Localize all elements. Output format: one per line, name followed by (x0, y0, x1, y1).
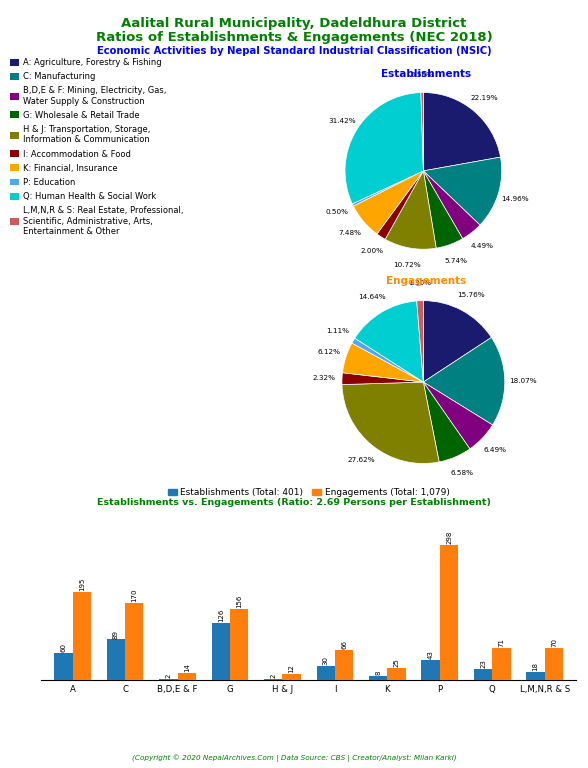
Text: 126: 126 (218, 608, 224, 622)
Text: 15.76%: 15.76% (457, 292, 485, 298)
Bar (282, 674, 301, 680)
Bar (387, 668, 406, 680)
Wedge shape (342, 382, 439, 463)
Wedge shape (423, 337, 505, 425)
Bar (230, 609, 248, 680)
Bar (264, 679, 282, 680)
Bar (159, 679, 178, 680)
Bar (422, 660, 440, 680)
Wedge shape (423, 382, 493, 449)
Wedge shape (423, 301, 492, 382)
Text: 43: 43 (427, 650, 434, 660)
Bar (73, 591, 91, 680)
Text: Engagements: Engagements (386, 276, 466, 286)
Wedge shape (423, 171, 463, 248)
Text: 30: 30 (323, 656, 329, 665)
Bar (125, 603, 143, 680)
Text: 2.32%: 2.32% (313, 375, 336, 381)
Wedge shape (342, 343, 423, 382)
Text: Ratios of Establishments & Engagements (NEC 2018): Ratios of Establishments & Engagements (… (96, 31, 492, 44)
Text: 89: 89 (113, 630, 119, 638)
Wedge shape (423, 157, 502, 225)
Bar (316, 666, 335, 680)
Text: 4.49%: 4.49% (471, 243, 494, 249)
Bar (54, 653, 73, 680)
Text: 23: 23 (480, 660, 486, 668)
Text: 298: 298 (446, 531, 452, 545)
Text: Establishments vs. Engagements (Ratio: 2.69 Persons per Establishment): Establishments vs. Engagements (Ratio: 2… (97, 498, 491, 507)
Text: 14.64%: 14.64% (358, 294, 386, 300)
Text: 0.50%: 0.50% (410, 72, 433, 78)
Bar (369, 676, 387, 680)
Text: 1.30%: 1.30% (408, 280, 431, 286)
Bar (107, 640, 125, 680)
Bar (440, 545, 458, 680)
Text: 18: 18 (533, 662, 539, 670)
Wedge shape (421, 92, 423, 171)
Legend: A: Agriculture, Forestry & Fishing, C: Manufacturing, B,D,E & F: Mining, Electri: A: Agriculture, Forestry & Fishing, C: M… (10, 58, 184, 236)
Text: 66: 66 (341, 640, 347, 649)
Text: Aalital Rural Municipality, Dadeldhura District: Aalital Rural Municipality, Dadeldhura D… (121, 17, 467, 30)
Text: 25: 25 (393, 659, 400, 667)
Text: 6.12%: 6.12% (317, 349, 340, 355)
Bar (492, 647, 510, 680)
Text: 70: 70 (551, 638, 557, 647)
Text: 8: 8 (375, 670, 381, 675)
Text: 195: 195 (79, 578, 85, 591)
Wedge shape (423, 382, 470, 462)
Text: (Copyright © 2020 NepalArchives.Com | Data Source: CBS | Creator/Analyst: Milan : (Copyright © 2020 NepalArchives.Com | Da… (132, 754, 456, 762)
Text: 14: 14 (183, 664, 190, 673)
Wedge shape (342, 372, 423, 385)
Text: 0.50%: 0.50% (326, 210, 349, 216)
Bar (335, 650, 353, 680)
Text: 6.58%: 6.58% (450, 471, 474, 476)
Wedge shape (352, 338, 423, 382)
Text: 2: 2 (165, 674, 171, 678)
Wedge shape (423, 171, 480, 239)
Wedge shape (355, 301, 423, 382)
Text: 7.48%: 7.48% (339, 230, 362, 236)
Wedge shape (345, 93, 423, 204)
Bar (544, 648, 563, 680)
Text: 5.74%: 5.74% (444, 258, 467, 264)
Text: Establishments: Establishments (381, 69, 472, 79)
Text: 156: 156 (236, 595, 242, 608)
Text: 60: 60 (61, 643, 66, 652)
Text: Economic Activities by Nepal Standard Industrial Classification (NSIC): Economic Activities by Nepal Standard In… (96, 46, 492, 56)
Legend: Establishments (Total: 401), Engagements (Total: 1,079): Establishments (Total: 401), Engagements… (164, 485, 453, 501)
Text: 1.11%: 1.11% (326, 329, 349, 335)
Text: 170: 170 (131, 588, 137, 602)
Wedge shape (352, 171, 423, 206)
Text: 31.42%: 31.42% (328, 118, 356, 124)
Text: 22.19%: 22.19% (471, 94, 499, 101)
Text: 27.62%: 27.62% (348, 457, 375, 463)
Bar (178, 674, 196, 680)
Bar (526, 671, 544, 680)
Text: 18.07%: 18.07% (509, 378, 536, 384)
Text: 2: 2 (270, 674, 276, 678)
Wedge shape (377, 171, 423, 240)
Text: 10.72%: 10.72% (393, 262, 421, 268)
Text: 6.49%: 6.49% (484, 448, 507, 453)
Wedge shape (385, 171, 436, 249)
Bar (212, 623, 230, 680)
Text: 71: 71 (499, 637, 505, 647)
Text: 2.00%: 2.00% (360, 248, 383, 254)
Wedge shape (423, 93, 500, 171)
Wedge shape (353, 171, 423, 234)
Wedge shape (417, 301, 423, 382)
Text: 12: 12 (289, 664, 295, 674)
Bar (474, 669, 492, 680)
Text: 14.96%: 14.96% (501, 196, 529, 201)
